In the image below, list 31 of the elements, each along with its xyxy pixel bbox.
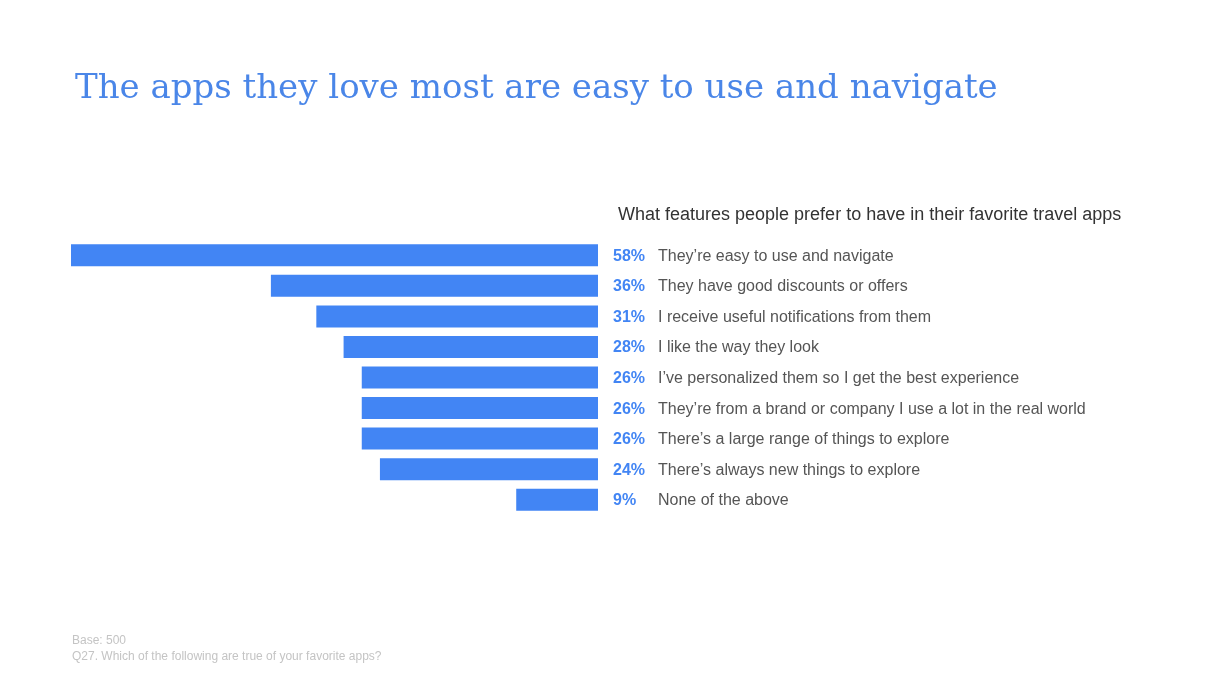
text: Base: 500: [72, 633, 127, 647]
data-label: 26%: [613, 430, 646, 448]
y-tick-label: I’ve personalized them so I get the best experience: [658, 369, 1020, 386]
y-tick-label: They’re easy to use and navigate: [658, 246, 894, 264]
y-tick-label: They have good discounts or offers: [658, 277, 908, 295]
bar: [379, 458, 598, 481]
y-tick-label: I receive useful notifications from them: [658, 307, 932, 325]
y-tick-label: I like the way they look: [658, 338, 820, 356]
bar: [516, 488, 598, 511]
y-tick-label: There’s a large range of things to explore: [658, 430, 950, 448]
data-label: 9%: [613, 491, 637, 509]
data-label: 58%: [613, 246, 646, 264]
data-label: 36%: [613, 277, 646, 295]
bar: [316, 305, 598, 328]
text: Q27. Which of the following are true of your favorite apps?: [72, 649, 382, 663]
y-tick-label: They’re from a brand or company I use a lot in the real world: [658, 399, 1086, 417]
y-tick-label: None of the above: [658, 491, 789, 509]
text: What features people prefer to have in their favorite travel apps: [618, 204, 1122, 224]
bar: [270, 274, 598, 297]
bar: [361, 397, 598, 420]
chart-title: The apps they love most are easy to use and navigate: [75, 66, 998, 106]
y-tick-label: There’s always new things to explore: [658, 460, 921, 478]
bar: [343, 335, 598, 358]
data-label: 24%: [613, 460, 646, 478]
bar: [361, 427, 598, 450]
data-label: 26%: [613, 399, 646, 417]
bar: [71, 244, 598, 267]
bar: [361, 366, 598, 389]
data-label: 28%: [613, 338, 646, 356]
data-label: 26%: [613, 369, 646, 386]
data-label: 31%: [613, 307, 646, 325]
